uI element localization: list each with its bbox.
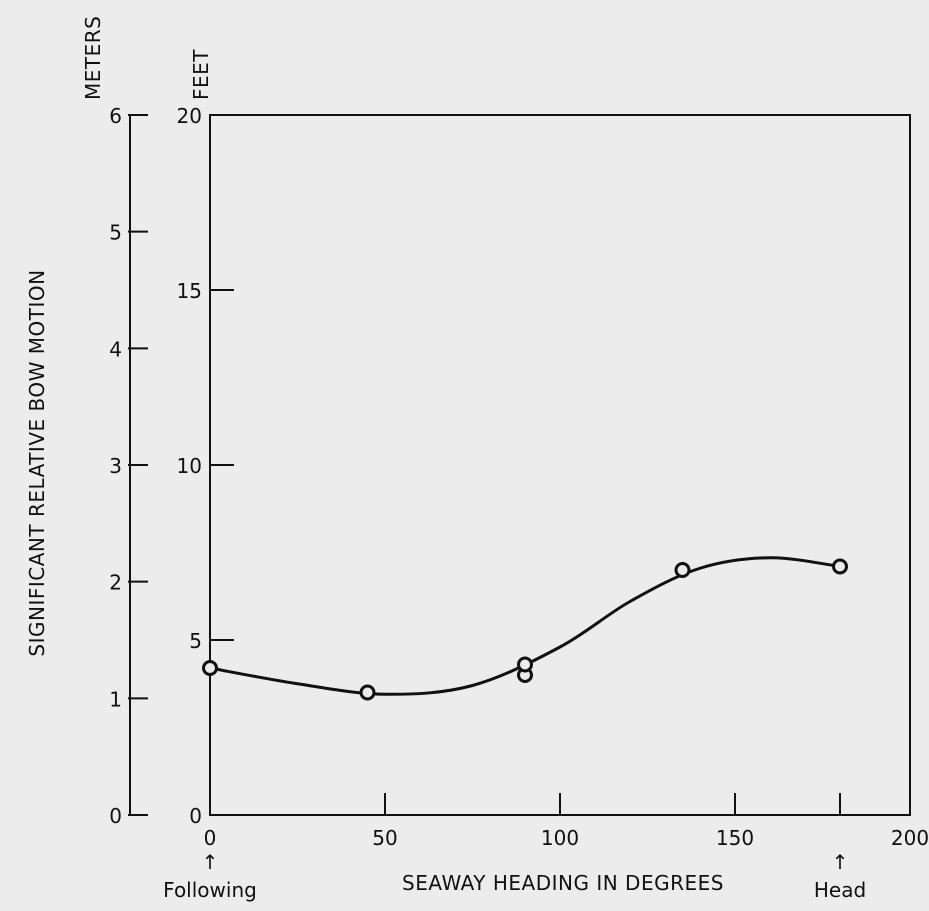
series	[202, 556, 848, 701]
x-tick-label: 50	[372, 826, 397, 850]
feet-unit-label: FEET	[189, 49, 213, 100]
feet-tick-label: 15	[177, 279, 202, 303]
feet-tick-label: 0	[189, 804, 202, 828]
meters-unit-label: METERS	[81, 16, 105, 100]
plot-border	[209, 114, 911, 816]
meters-tick-label: 2	[109, 571, 122, 595]
x-tick-label: 150	[716, 826, 754, 850]
data-point	[517, 656, 533, 673]
heading-annotations: ↑ Following ↑ Head	[163, 793, 866, 902]
feet-axis: 0 5 10 15 20	[177, 104, 234, 828]
x-tick-label: 200	[891, 826, 929, 850]
meters-tick-label: 3	[109, 454, 122, 478]
feet-tick-label: 10	[177, 454, 202, 478]
annotation-arrow: ↑	[832, 850, 849, 874]
data-point	[359, 684, 376, 701]
annotation-label: Following	[163, 878, 257, 902]
x-axis-title: SEAWAY HEADING IN DEGREES	[402, 871, 724, 895]
feet-tick-label: 5	[189, 629, 202, 653]
y-axis-title: SIGNIFICANT RELATIVE BOW MOTION	[25, 269, 49, 656]
meters-tick-label: 1	[109, 687, 122, 711]
series-line	[209, 556, 841, 696]
plot-frame	[209, 114, 911, 816]
x-tick-label: 0	[204, 826, 217, 850]
meters-tick-label: 5	[109, 221, 122, 245]
annotation-label: Head	[814, 878, 866, 902]
x-axis: 0 50 100 150 200	[204, 793, 929, 850]
x-tick-label: 100	[541, 826, 579, 850]
meters-axis: 0 1 2 3 4 5 6	[109, 104, 148, 828]
annotation-arrow: ↑	[202, 850, 219, 874]
meters-tick-label: 0	[109, 804, 122, 828]
data-point	[674, 562, 691, 578]
meters-tick-label: 6	[109, 104, 122, 128]
data-point	[832, 558, 848, 575]
feet-tick-label: 20	[177, 104, 202, 128]
data-point	[202, 660, 218, 676]
meters-tick-label: 4	[109, 337, 122, 361]
